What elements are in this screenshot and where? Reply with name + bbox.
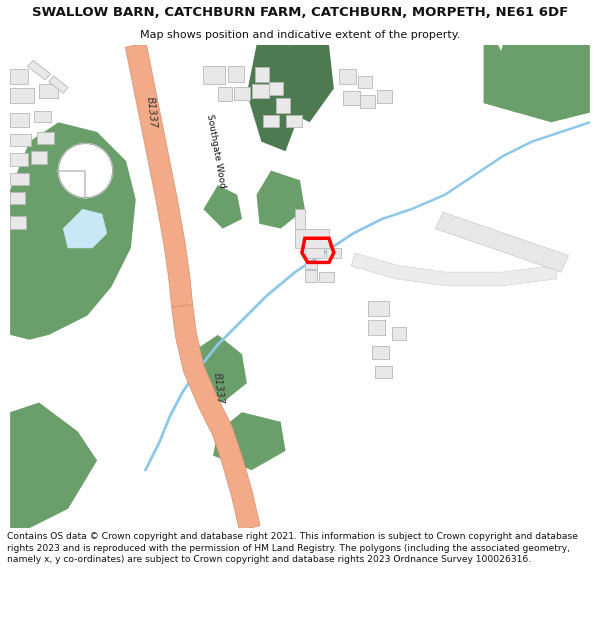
Text: Southgate Wood: Southgate Wood <box>205 114 227 189</box>
Polygon shape <box>10 89 34 103</box>
Polygon shape <box>213 412 286 470</box>
Polygon shape <box>360 95 376 108</box>
Polygon shape <box>295 209 305 229</box>
Polygon shape <box>269 82 283 95</box>
Circle shape <box>58 144 113 198</box>
Polygon shape <box>319 272 334 282</box>
Polygon shape <box>203 185 242 229</box>
Polygon shape <box>37 132 53 144</box>
Polygon shape <box>251 84 269 98</box>
Polygon shape <box>343 91 360 105</box>
Polygon shape <box>276 98 290 112</box>
Polygon shape <box>247 45 300 151</box>
Polygon shape <box>326 248 341 258</box>
Polygon shape <box>63 209 107 248</box>
Polygon shape <box>263 114 279 127</box>
Polygon shape <box>295 229 329 248</box>
Polygon shape <box>234 86 250 100</box>
Polygon shape <box>203 66 224 84</box>
Polygon shape <box>218 86 232 101</box>
Polygon shape <box>358 76 373 89</box>
Polygon shape <box>39 84 58 98</box>
Polygon shape <box>376 366 392 378</box>
Polygon shape <box>254 68 269 82</box>
Polygon shape <box>172 304 260 531</box>
Polygon shape <box>377 91 392 103</box>
Polygon shape <box>338 69 356 84</box>
Polygon shape <box>10 173 29 185</box>
Polygon shape <box>484 45 590 123</box>
Polygon shape <box>392 327 406 340</box>
Polygon shape <box>351 253 557 286</box>
Polygon shape <box>305 270 317 282</box>
Polygon shape <box>189 335 247 402</box>
Polygon shape <box>34 111 51 123</box>
Text: SWALLOW BARN, CATCHBURN FARM, CATCHBURN, MORPETH, NE61 6DF: SWALLOW BARN, CATCHBURN FARM, CATCHBURN,… <box>32 6 568 19</box>
Polygon shape <box>10 122 136 340</box>
Polygon shape <box>373 346 389 359</box>
Text: Map shows position and indicative extent of the property.: Map shows position and indicative extent… <box>140 30 460 40</box>
Polygon shape <box>10 192 25 204</box>
Polygon shape <box>435 212 569 272</box>
Polygon shape <box>10 69 28 84</box>
Polygon shape <box>368 321 385 335</box>
Polygon shape <box>286 114 302 127</box>
Polygon shape <box>31 151 47 164</box>
Text: B1337: B1337 <box>212 372 226 404</box>
Polygon shape <box>227 66 244 82</box>
Polygon shape <box>49 76 68 93</box>
Polygon shape <box>305 259 317 269</box>
Polygon shape <box>10 402 97 528</box>
Text: Contains OS data © Crown copyright and database right 2021. This information is : Contains OS data © Crown copyright and d… <box>7 532 578 564</box>
Polygon shape <box>10 153 28 166</box>
Polygon shape <box>10 216 26 229</box>
Polygon shape <box>125 43 193 307</box>
Polygon shape <box>10 134 31 146</box>
Polygon shape <box>10 112 29 127</box>
Polygon shape <box>290 45 334 123</box>
Polygon shape <box>28 61 51 80</box>
Text: B1337: B1337 <box>145 96 158 129</box>
Polygon shape <box>484 45 517 112</box>
Polygon shape <box>305 246 324 258</box>
Polygon shape <box>368 301 389 316</box>
Polygon shape <box>257 171 305 229</box>
